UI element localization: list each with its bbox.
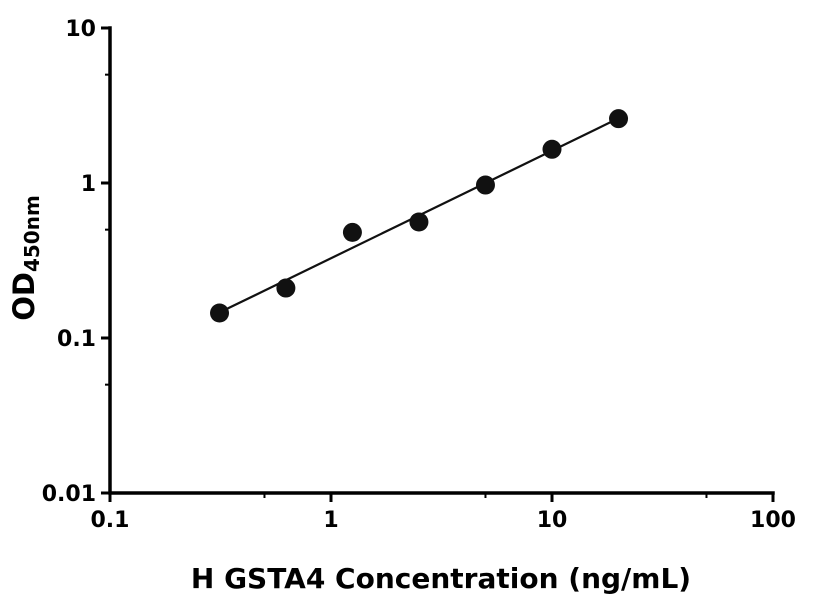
axes-layer [108, 26, 775, 495]
y-tick-label: 0.1 [57, 327, 96, 352]
y-tick-label: 10 [65, 17, 96, 42]
data-point [542, 139, 562, 159]
x-tick-label: 1 [323, 508, 338, 533]
data-point [609, 109, 629, 129]
y-axis-label-main: OD [7, 272, 41, 321]
x-axis-label: H GSTA4 Concentration (ng/mL) [191, 562, 691, 595]
series-layer [210, 109, 629, 323]
data-point [475, 175, 495, 195]
data-point [210, 303, 230, 323]
y-axis-label: OD450nm [7, 195, 44, 321]
y-axis-label-sub: 450nm [20, 195, 44, 272]
x-tick-label: 10 [537, 508, 568, 533]
x-tick-label: 0.1 [91, 508, 130, 533]
y-tick-label: 0.01 [42, 482, 96, 507]
x-tick-label: 100 [750, 508, 796, 533]
data-point [276, 278, 296, 298]
data-point [342, 222, 362, 242]
y-tick-label: 1 [81, 172, 96, 197]
ticks-layer [101, 26, 775, 502]
fit-line [214, 115, 623, 316]
data-point [409, 212, 429, 232]
axis-spines [108, 26, 775, 495]
